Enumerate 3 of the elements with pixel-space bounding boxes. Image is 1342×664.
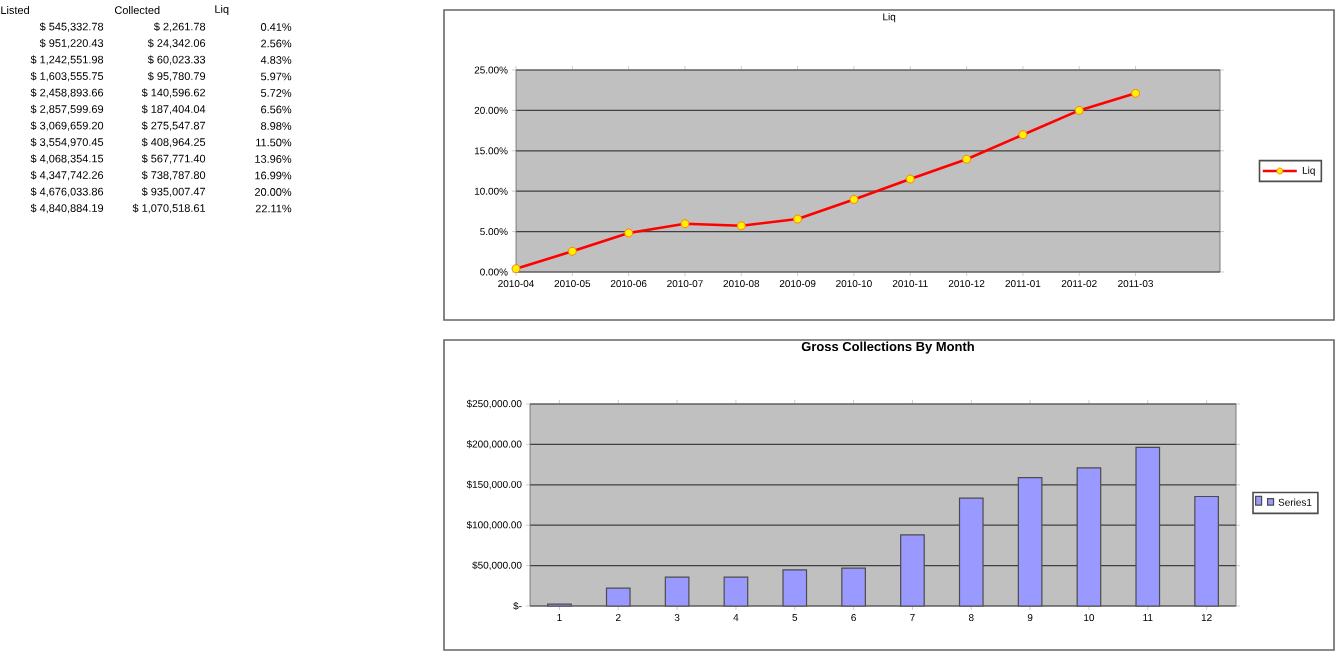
bar [605, 587, 631, 607]
bar [664, 576, 690, 607]
bar [723, 576, 749, 607]
